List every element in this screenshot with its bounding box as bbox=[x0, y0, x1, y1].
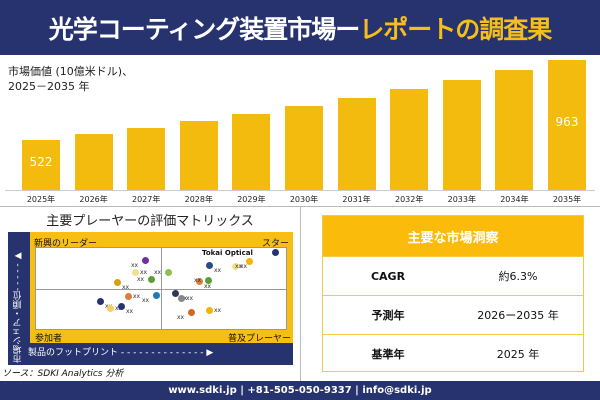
insights-table: 主要な市場洞察 CAGR 約6.3% 予測年 2026ー2035 年 基準年 2025… bbox=[322, 215, 584, 372]
bar bbox=[127, 127, 166, 190]
player-label: xx bbox=[142, 297, 150, 304]
player-label: xx bbox=[186, 295, 194, 302]
insight-row: CAGR 約6.3% bbox=[323, 256, 583, 295]
player-label: xx bbox=[235, 263, 243, 270]
player-dot bbox=[132, 269, 139, 276]
player-label: xx bbox=[133, 293, 141, 300]
chart-title-line2: 2025－2035 年 bbox=[8, 80, 90, 93]
player-dot bbox=[206, 262, 213, 269]
x-tick-label: 2025年 bbox=[26, 195, 56, 204]
player-dot bbox=[232, 263, 239, 270]
insights-title: 主要な市場洞察 bbox=[323, 216, 583, 256]
bar bbox=[179, 120, 218, 190]
player-dot bbox=[205, 277, 212, 284]
player-label: xx bbox=[194, 277, 202, 284]
player-dot bbox=[206, 307, 213, 314]
player-dot bbox=[114, 279, 121, 286]
player-dot bbox=[148, 276, 155, 283]
bar bbox=[232, 113, 271, 190]
bar bbox=[495, 70, 534, 190]
insight-key: 予測年 bbox=[371, 309, 405, 322]
player-dot bbox=[165, 269, 172, 276]
x-tick-label: 2034年 bbox=[500, 195, 529, 204]
chart-title: 市場価値 (10億米ドル)、 2025－2035 年 bbox=[8, 64, 133, 94]
x-tick-label: 2029年 bbox=[237, 195, 266, 204]
bar bbox=[337, 97, 376, 190]
data-label: 963 bbox=[555, 114, 579, 129]
quadrant-label-bottom-right: 普及プレーヤー bbox=[228, 334, 292, 344]
bar bbox=[548, 59, 586, 190]
bar bbox=[442, 80, 481, 190]
source-note: ソース：SDKI Analytics 分析 bbox=[2, 369, 124, 379]
player-dot bbox=[196, 278, 203, 285]
player-dot bbox=[172, 290, 179, 297]
player-label: xx bbox=[240, 263, 248, 270]
player-label: xx bbox=[154, 269, 162, 276]
insight-key: CAGR bbox=[370, 269, 406, 283]
title-highlight: レポートの調査果 bbox=[359, 14, 552, 44]
quadrant-label-bottom-left: 参加者 bbox=[35, 334, 63, 344]
insight-value: 2026ー2035 年 bbox=[477, 309, 559, 322]
player-label: xx bbox=[131, 262, 139, 269]
player-dot bbox=[246, 258, 253, 265]
insight-value: 約6.3% bbox=[498, 270, 538, 283]
bar bbox=[285, 105, 323, 190]
insight-row: 予測年 2026ー2035 年 bbox=[323, 295, 583, 334]
page-header: 光学コーティング装置市場ー レポートの調査果 bbox=[0, 0, 600, 55]
footer-contact: www.sdki.jp | +81-505-050-9337 | info@sd… bbox=[0, 381, 600, 400]
player-label: xx bbox=[137, 276, 145, 283]
x-tick-label: 2031年 bbox=[342, 195, 371, 204]
y-axis-text: 市場シェア・順位 bbox=[13, 291, 24, 363]
matrix-hline bbox=[36, 289, 286, 290]
bar bbox=[74, 133, 113, 190]
player-label: xx bbox=[126, 308, 134, 315]
bar bbox=[22, 139, 60, 190]
player-dot bbox=[188, 309, 195, 316]
player-label: xx bbox=[204, 283, 212, 290]
arrow-up-icon: - - - - - ▶ bbox=[13, 250, 23, 291]
x-axis-label: 製品のフットプリント - - - - - - - - - - - - - - ▶ bbox=[28, 345, 213, 358]
x-tick-label: 2026年 bbox=[79, 195, 108, 204]
x-tick-label: 2028年 bbox=[184, 195, 213, 204]
matrix-plot bbox=[35, 247, 287, 330]
player-label: xx bbox=[177, 314, 185, 321]
player-label: xx bbox=[140, 269, 148, 276]
x-tick-label: 2033年 bbox=[447, 195, 476, 204]
player-label: xx bbox=[214, 267, 222, 274]
insight-row: 基準年 2025 年 bbox=[323, 334, 583, 373]
y-axis-label: 市場シェア・順位 - - - - - ▶ bbox=[9, 235, 27, 363]
chart-title-line1: 市場価値 (10億米ドル)、 bbox=[8, 65, 134, 78]
player-label: xx bbox=[122, 284, 130, 291]
arrow-right-icon: - - - - - - - - - - - - - - ▶ bbox=[118, 348, 214, 358]
player-dot bbox=[97, 298, 104, 305]
x-tick-label: 2035年 bbox=[552, 195, 582, 204]
player-dot bbox=[178, 295, 185, 302]
insight-key: 基準年 bbox=[371, 348, 405, 361]
bar bbox=[390, 89, 429, 190]
x-tick-label: 2032年 bbox=[395, 195, 424, 204]
x-tick-label: 2027年 bbox=[132, 195, 161, 204]
matrix-title: 主要プレーヤーの評価マトリックス bbox=[46, 214, 254, 229]
quadrant-label-top-left: 新興のリーダー bbox=[34, 239, 98, 249]
matrix-vline bbox=[161, 248, 162, 329]
player-dot bbox=[272, 249, 279, 256]
x-tick-label: 2030年 bbox=[289, 195, 319, 204]
vertical-divider bbox=[300, 206, 301, 381]
player-dot bbox=[125, 293, 132, 300]
title-main: 光学コーティング装置市場ー bbox=[48, 14, 361, 44]
player-dot bbox=[153, 292, 160, 299]
x-axis-text: 製品のフットプリント bbox=[28, 348, 119, 358]
data-label: 522 bbox=[29, 154, 53, 169]
insight-value: 2025 年 bbox=[496, 348, 540, 361]
player-dot bbox=[142, 257, 149, 264]
player-dot bbox=[118, 303, 125, 310]
x-axis-line bbox=[5, 190, 595, 191]
highlight-company-label: Tokai Optical bbox=[202, 249, 253, 257]
quadrant-label-top-right: スター bbox=[262, 239, 290, 249]
player-dot bbox=[107, 305, 114, 312]
player-label: xx bbox=[214, 307, 222, 314]
